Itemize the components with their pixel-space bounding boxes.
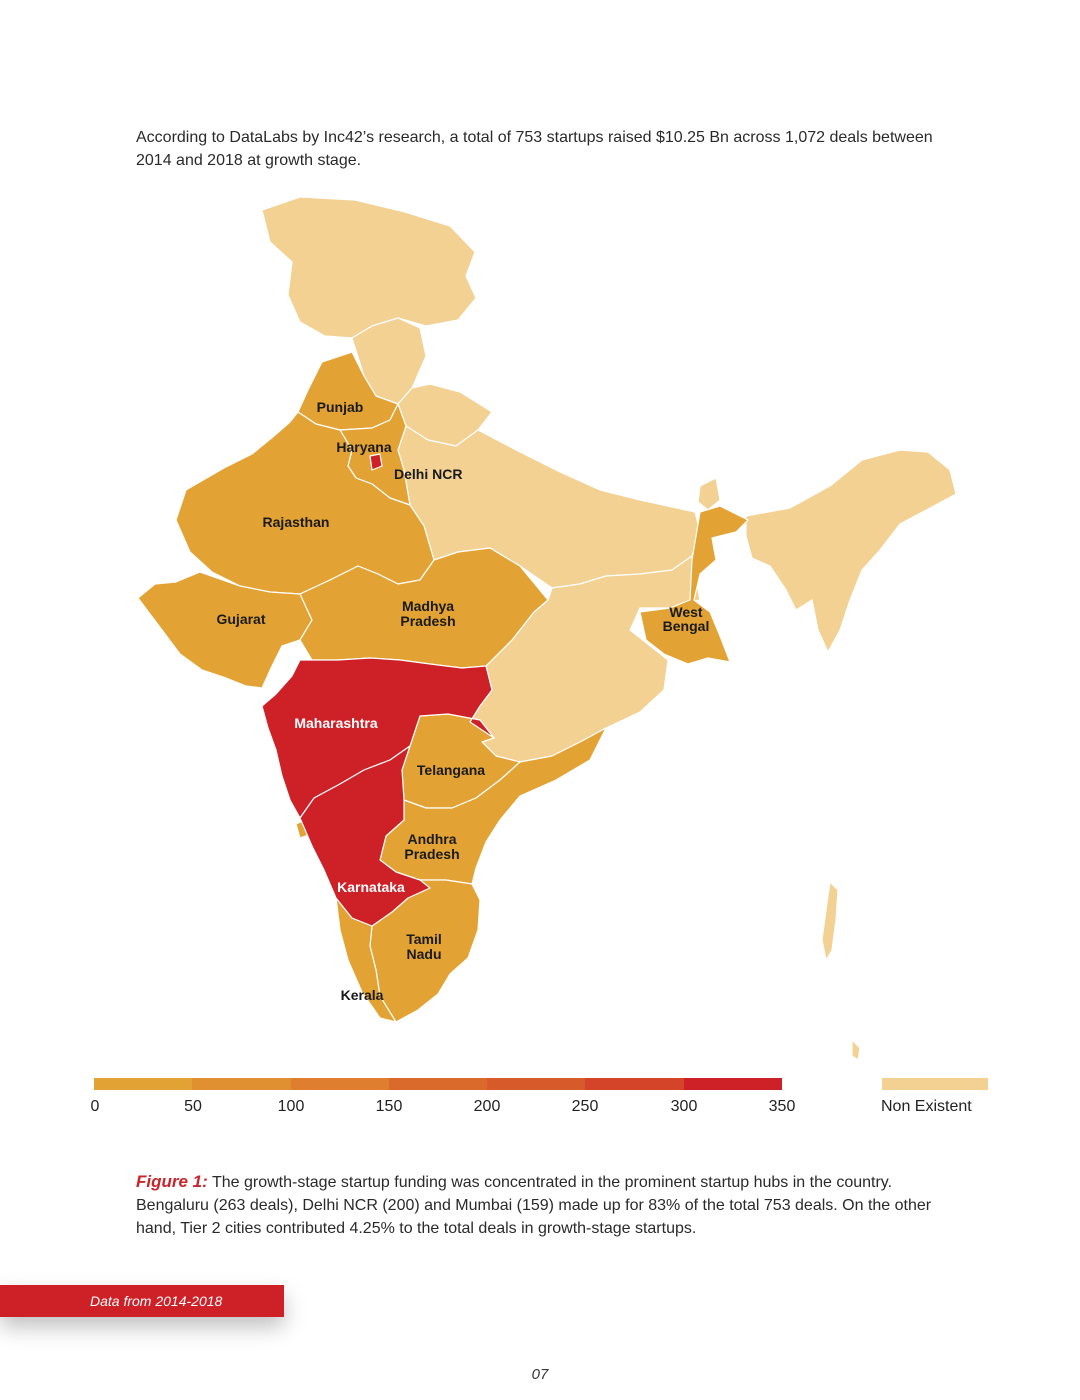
scale-bar: [94, 1078, 782, 1090]
label-west-bengal-2: Bengal: [663, 618, 710, 634]
label-gujarat: Gujarat: [216, 611, 265, 627]
figure-caption: Figure 1: The growth-stage startup fundi…: [136, 1170, 966, 1240]
scale-tick: 350: [768, 1098, 796, 1115]
page-number: 07: [531, 1366, 549, 1383]
region-delhi-ncr: [369, 453, 383, 471]
color-scale-legend: 0 50 100 150 200 250 300 350 Non Existen…: [0, 1076, 1080, 1116]
region-jammu-kashmir: [261, 196, 477, 339]
non-existent-swatch: [882, 1078, 988, 1090]
scale-tick: 100: [277, 1098, 305, 1115]
label-karnataka: Karnataka: [337, 879, 405, 895]
region-karnataka: [299, 745, 431, 927]
scale-segment: [192, 1078, 291, 1090]
scale-tick: 0: [90, 1098, 100, 1115]
figure-label: Figure 1:: [136, 1172, 208, 1191]
label-rajasthan: Rajasthan: [263, 514, 330, 530]
intro-line-2: 2014 and 2018 at growth stage.: [136, 152, 362, 169]
caption-text: The growth-stage startup funding was con…: [136, 1174, 932, 1237]
badge-label: Data from 2014-2018: [90, 1293, 223, 1309]
india-funding-map: Punjab Haryana Delhi NCR Rajasthan Gujar…: [137, 196, 957, 1061]
region-maharashtra: [261, 657, 495, 819]
label-punjab: Punjab: [317, 399, 364, 415]
scale-segment: [94, 1078, 193, 1090]
intro-paragraph: According to DataLabs by Inc42’s researc…: [136, 126, 1046, 172]
label-tamil-nadu-2: Nadu: [407, 946, 442, 962]
label-haryana: Haryana: [336, 439, 391, 455]
scale-segment: [487, 1078, 586, 1090]
label-andhra-pradesh-2: Pradesh: [404, 846, 459, 862]
region-west-bengal: [639, 505, 749, 665]
scale-segment: [388, 1078, 488, 1090]
scale-tick: 200: [473, 1098, 501, 1115]
scale-segment: [585, 1078, 684, 1090]
scale-tick: 250: [571, 1098, 599, 1115]
label-tamil-nadu-1: Tamil: [406, 931, 442, 947]
label-madhya-pradesh-2: Pradesh: [400, 613, 455, 629]
label-delhi-ncr: Delhi NCR: [394, 466, 462, 482]
non-existent-label: Non Existent: [881, 1098, 972, 1115]
region-sikkim: [697, 477, 721, 511]
label-telangana: Telangana: [417, 762, 485, 778]
scale-tick: 150: [375, 1098, 403, 1115]
scale-tick: 50: [184, 1098, 202, 1115]
label-andhra-pradesh-1: Andhra: [408, 831, 457, 847]
region-northeast-states: [745, 449, 957, 653]
data-period-badge: Data from 2014-2018: [0, 1285, 284, 1317]
label-madhya-pradesh-1: Madhya: [402, 598, 454, 614]
scale-segment: [683, 1078, 782, 1090]
scale-tick: 300: [670, 1098, 698, 1115]
scale-segment: [290, 1078, 389, 1090]
label-west-bengal-1: West: [669, 604, 703, 620]
label-kerala: Kerala: [341, 987, 384, 1003]
label-maharashtra: Maharashtra: [294, 715, 377, 731]
intro-line-1: According to DataLabs by Inc42’s researc…: [136, 129, 933, 146]
region-gujarat: [137, 571, 313, 689]
region-andaman: [821, 881, 861, 1061]
